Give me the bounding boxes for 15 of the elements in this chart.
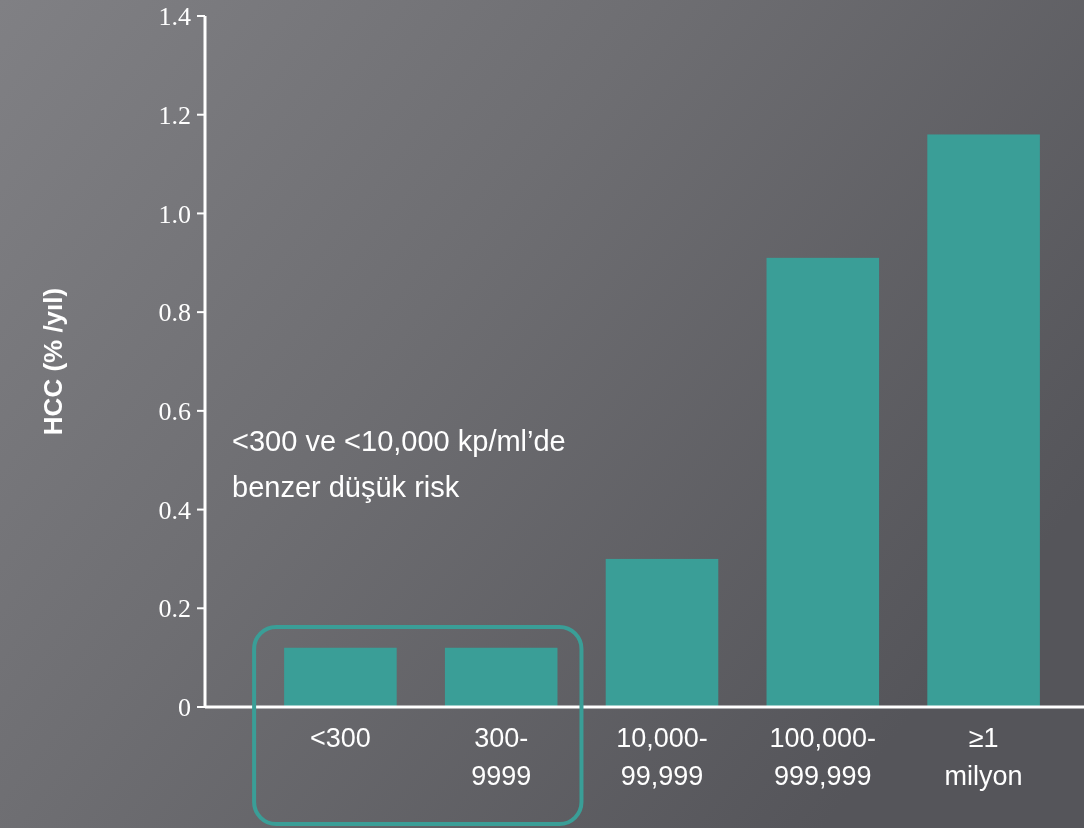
y-tick-label: 0.8: [158, 298, 191, 328]
y-tick-label: 1.2: [158, 100, 191, 130]
x-tick-label: <300: [309, 723, 371, 753]
y-tick-label: 1.4: [158, 2, 191, 32]
y-tick-label: 0.2: [158, 594, 191, 624]
y-tick-label: 0.6: [158, 396, 191, 426]
x-tick-label: 10,000-99,999: [616, 723, 708, 791]
x-tick-label: 300-9999: [471, 723, 532, 791]
y-axis-title: HCC (% /yıl): [38, 287, 68, 436]
x-tick-label: ≥1 milyon: [944, 723, 1023, 791]
annotation: <300 ve <10,000 kp/ml’de benzer düşük risk: [232, 425, 566, 503]
y-tick-label: 0: [178, 693, 191, 723]
x-tick-label: 100,000-999,999: [769, 723, 877, 791]
y-tick-label: 1.0: [158, 199, 191, 229]
y-tick-label: 0.4: [158, 495, 191, 525]
